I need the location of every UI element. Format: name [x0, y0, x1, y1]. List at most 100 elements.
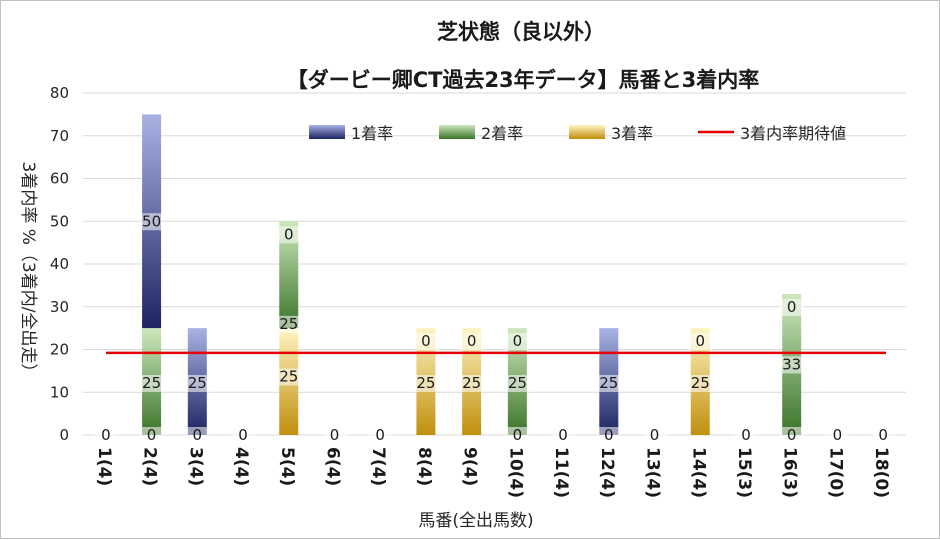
legend-swatch-win	[309, 125, 345, 139]
data-label: 25	[508, 374, 527, 392]
data-label: 0	[513, 426, 523, 444]
data-label-bg	[185, 427, 210, 444]
data-label-bg	[551, 427, 576, 444]
data-label-bg	[322, 427, 347, 444]
data-label: 0	[787, 298, 797, 316]
data-label-bg	[185, 375, 210, 392]
x-tick-label: 5(4)	[277, 447, 297, 486]
data-label-bg	[139, 427, 164, 444]
data-label: 0	[284, 225, 294, 243]
data-label: 0	[238, 426, 248, 444]
data-label-bg	[779, 356, 804, 374]
data-label-bg	[93, 427, 118, 444]
chart-title: 芝状態（良以外）	[437, 20, 605, 44]
data-labels: 0 0 25 50 0 25 0 25 25 0 0 0 25 0 25 0 0 25 0 0 0 25 0 25 0 0 0 33 0…	[93, 212, 896, 444]
x-tick-label: 11(4)	[551, 447, 571, 498]
data-label-bg	[413, 333, 438, 351]
data-label-bg	[276, 315, 301, 333]
data-label: 0	[833, 426, 843, 444]
data-label: 0	[878, 426, 888, 444]
legend-label-expected: 3着内率期待値	[740, 124, 846, 143]
data-label: 0	[558, 426, 568, 444]
data-label-bg	[596, 375, 621, 392]
data-label: 25	[142, 374, 161, 392]
data-label: 0	[604, 426, 614, 444]
y-tick-label: 0	[59, 426, 69, 444]
data-label-bg	[505, 427, 530, 444]
data-label-bg	[231, 427, 256, 444]
data-label: 0	[147, 426, 157, 444]
x-tick-label: 12(4)	[597, 447, 617, 498]
x-tick-label: 4(4)	[231, 447, 251, 486]
data-label: 33	[782, 355, 801, 373]
data-label-bg	[139, 213, 164, 231]
data-label-bg	[505, 375, 530, 392]
data-label-bg	[871, 427, 896, 444]
data-label: 0	[193, 426, 203, 444]
data-label: 0	[513, 332, 523, 350]
legend: 1着率 2着率 3着率 3着内率期待値	[309, 124, 846, 143]
legend-label-second: 2着率	[481, 124, 523, 143]
x-tick-label: 3(4)	[185, 447, 205, 486]
data-label-bg	[688, 333, 713, 351]
x-tick-label: 6(4)	[322, 447, 342, 486]
data-label: 25	[691, 374, 710, 392]
y-tick-label: 30	[50, 298, 69, 316]
data-label: 0	[330, 426, 340, 444]
data-label: 25	[416, 374, 435, 392]
x-tick-label: 9(4)	[460, 447, 480, 486]
x-tick-label: 15(3)	[734, 447, 754, 498]
legend-label-win: 1着率	[351, 124, 393, 143]
data-label-bg	[642, 427, 667, 444]
y-tick-label: 10	[50, 383, 69, 401]
y-tick-label: 60	[50, 170, 69, 188]
x-tick-label: 17(0)	[825, 447, 845, 498]
bar-second	[279, 221, 299, 329]
data-label: 0	[787, 426, 797, 444]
data-label-bg	[596, 427, 621, 444]
x-tick-label: 8(4)	[414, 447, 434, 486]
data-label-bg	[825, 427, 850, 444]
data-label-bg	[733, 427, 758, 444]
data-label: 0	[650, 426, 660, 444]
data-label-bg	[505, 333, 530, 351]
data-label-bg	[413, 375, 438, 392]
data-label: 25	[462, 374, 481, 392]
x-tick-label: 18(0)	[871, 447, 891, 498]
data-label-bg	[688, 375, 713, 392]
x-tick-label: 14(4)	[688, 447, 708, 498]
data-label-bg	[368, 427, 393, 444]
x-tick-label: 13(4)	[643, 447, 663, 498]
data-label: 25	[599, 374, 618, 392]
data-label: 25	[279, 368, 298, 386]
y-tick-label: 70	[50, 127, 69, 145]
data-label: 0	[101, 426, 111, 444]
data-label-bg	[139, 375, 164, 392]
data-label: 0	[375, 426, 385, 444]
y-axis-label: 3着内率 %（3着内/全出走）	[18, 162, 38, 381]
x-tick-label: 1(4)	[94, 447, 114, 486]
x-tick-label: 16(3)	[780, 447, 800, 498]
y-tick-label: 80	[50, 84, 69, 102]
x-axis-label: 馬番(全出馬数)	[418, 511, 533, 531]
legend-label-third: 3着率	[611, 124, 653, 143]
y-tick-label: 40	[50, 255, 69, 273]
y-tick-label: 20	[50, 341, 69, 359]
y-axis-ticks: 0 10 20 30 40 50 60 70 80	[50, 84, 69, 444]
x-tick-label: 2(4)	[140, 447, 160, 486]
data-label: 0	[695, 332, 705, 350]
data-label: 25	[188, 374, 207, 392]
chart-subtitle: 【ダービー卿CT過去23年データ】馬番と3着内率	[287, 68, 760, 92]
data-label: 50	[142, 212, 161, 230]
legend-swatch-second	[439, 125, 475, 139]
data-label-bg	[779, 298, 804, 316]
y-tick-label: 50	[50, 212, 69, 230]
legend-swatch-third	[569, 125, 605, 139]
x-axis-ticks: 1(4) 2(4) 3(4) 4(4) 5(4) 6(4) 7(4) 8(4) 9(4) 10(4…	[94, 447, 891, 498]
data-label-bg	[459, 375, 484, 392]
data-label-bg	[779, 427, 804, 444]
data-label: 0	[741, 426, 751, 444]
data-label: 0	[421, 332, 431, 350]
x-tick-label: 10(4)	[505, 447, 525, 498]
